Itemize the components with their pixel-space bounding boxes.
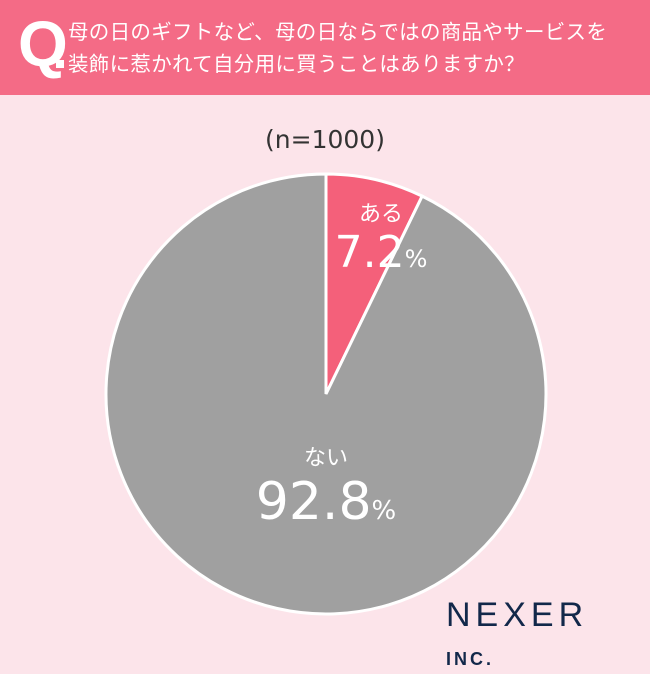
label-aru: ある 7.2% <box>326 196 436 284</box>
unit: % <box>404 245 428 273</box>
slice-value: 92.8 <box>255 472 372 532</box>
sample-size: (n=1000) <box>265 125 385 154</box>
slice-label: ない <box>303 446 348 471</box>
pie-chart <box>104 172 548 616</box>
question-text: 母の日のギフトなど、母の日ならではの商品やサービスを 装飾に惹かれて自分用に買う… <box>68 20 608 76</box>
slice-value: 7.2 <box>334 227 405 278</box>
pie-slice-1 <box>104 172 548 616</box>
slice-label: ある <box>358 202 403 227</box>
pie-slice-0 <box>324 172 425 395</box>
label-nai: ない 92.8% <box>226 440 426 541</box>
question-banner: Q 母の日のギフトなど、母の日ならではの商品やサービスを 装飾に惹かれて自分用に… <box>0 0 650 95</box>
unit: % <box>371 496 397 526</box>
q-dot <box>56 60 64 68</box>
nexer-logo: NEXER INC. <box>446 596 589 669</box>
